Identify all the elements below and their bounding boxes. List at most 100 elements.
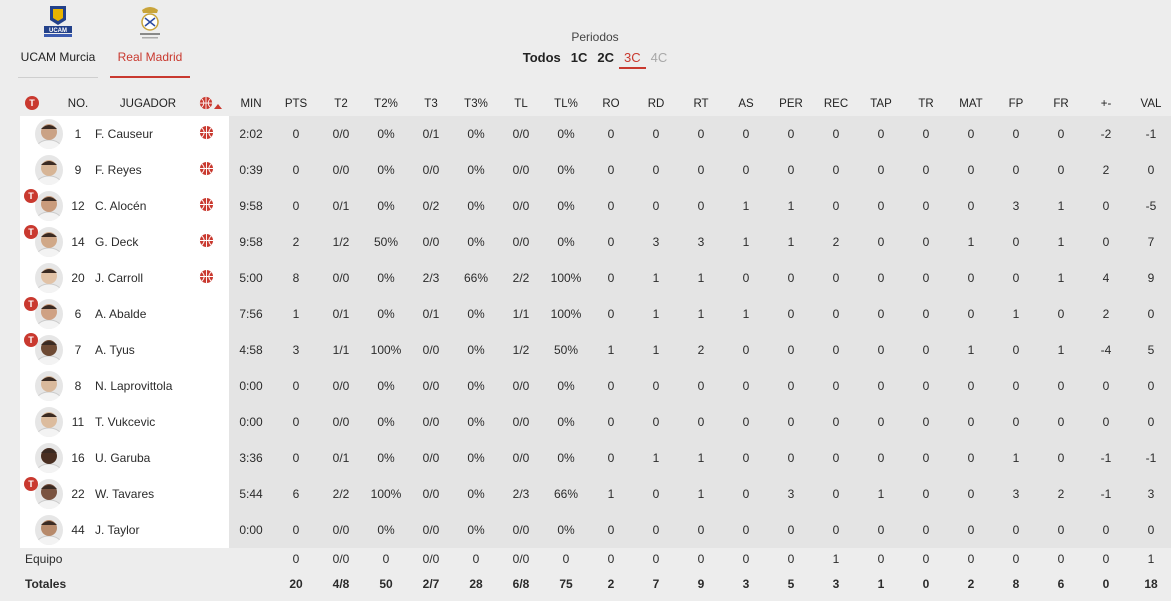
player-number: 14: [71, 235, 85, 249]
stat-cell: 0: [922, 127, 930, 141]
player-name[interactable]: J. Carroll: [95, 271, 144, 285]
stat-cell: 0: [607, 415, 615, 429]
stat-cell: 1/1: [512, 307, 530, 321]
stat-cell: 0: [742, 379, 750, 393]
column-header-val[interactable]: VAL: [1140, 98, 1162, 110]
player-name[interactable]: A. Tyus: [95, 343, 135, 357]
player-name[interactable]: T. Vukcevic: [95, 415, 156, 429]
column-header-tr[interactable]: TR: [918, 98, 934, 110]
period-tab-3c[interactable]: 3C: [619, 50, 646, 69]
stat-cell: 0/0: [332, 271, 350, 285]
column-header-rec[interactable]: REC: [823, 98, 849, 110]
table-row[interactable]: T 22 W. Tavares 5:44 6 2/2 100% 0/0 0% 2/3 66% 1 0 1 0…: [0, 476, 1171, 512]
column-header-no[interactable]: NO.: [67, 98, 89, 110]
column-header-t2[interactable]: T2: [334, 98, 348, 110]
stats-header: T NO. JUGADOR MIN PTS T2 T2% T3 T3% TL TL% RO RD RT AS…: [0, 94, 1171, 116]
player-name[interactable]: N. Laprovittola: [95, 379, 173, 393]
column-header-t2pct[interactable]: T2%: [374, 98, 398, 110]
period-tab-2c[interactable]: 2C: [597, 50, 615, 65]
stat-cell: 0: [922, 343, 930, 357]
stat-cell: 3: [292, 343, 300, 357]
column-header-as[interactable]: AS: [738, 98, 754, 110]
column-header-fp[interactable]: FP: [1008, 98, 1024, 110]
stat-cell: 0: [877, 415, 885, 429]
stat-cell: 5:00: [239, 271, 263, 285]
column-header-t3[interactable]: T3: [424, 98, 438, 110]
player-name[interactable]: G. Deck: [95, 235, 139, 249]
table-row[interactable]: 44 J. Taylor 0:00 0 0/0 0% 0/0 0% 0/0 0% 0 0 0 0 0 0 0 0 0…: [0, 512, 1171, 548]
period-tab-todos[interactable]: Todos: [522, 50, 561, 65]
column-header-tl[interactable]: TL: [514, 98, 528, 110]
totals-row: Totales 20 4/8 50 2/7 28 6/8 75 2 7 9 3 5 3 1 0 2 8 6 0 18: [0, 573, 1171, 597]
table-row[interactable]: T 6 A. Abalde 7:56 1 0/1 0% 0/1 0% 1/1 100% 0 1 1 1 0 0 0…: [0, 296, 1171, 332]
column-header-pts[interactable]: PTS: [284, 98, 308, 110]
player-name[interactable]: F. Reyes: [95, 163, 142, 177]
stat-cell: 0%: [377, 127, 395, 141]
sort-arrow-icon[interactable]: [214, 104, 222, 109]
player-name[interactable]: A. Abalde: [95, 307, 147, 321]
table-row[interactable]: T 7 A. Tyus 4:58 3 1/1 100% 0/0 0% 1/2 50% 1 1 2 0 0 0 0 0…: [0, 332, 1171, 368]
column-header-jugador[interactable]: JUGADOR: [119, 98, 177, 110]
stat-cell: 0: [967, 307, 975, 321]
table-row[interactable]: T 14 G. Deck 9:58 2 1/2 50% 0/0 0% 0/0 0% 0 3 3 1 1 2 0 0 1…: [0, 224, 1171, 260]
svg-text:UCAM: UCAM: [49, 28, 67, 34]
stat-cell: 0%: [467, 451, 485, 465]
stat-cell: 0: [922, 451, 930, 465]
stat-cell: 0%: [377, 307, 395, 321]
stat-cell: 0: [877, 127, 885, 141]
stat-cell: 0%: [377, 451, 395, 465]
column-header-pct[interactable]: +-: [1100, 98, 1112, 110]
column-header-ro[interactable]: RO: [602, 98, 620, 110]
column-header-tap[interactable]: TAP: [870, 98, 892, 110]
team-stat-cell: 0: [1057, 552, 1065, 566]
stat-cell: 0: [1057, 523, 1065, 537]
total-stat-cell: 1: [877, 577, 885, 591]
period-tab-1c[interactable]: 1C: [570, 50, 588, 65]
column-header-mat[interactable]: MAT: [959, 98, 983, 110]
team-row-label: Equipo: [25, 552, 63, 566]
periods-selector: Periodos Todos 1C 2C 3C 4C: [500, 30, 690, 69]
stat-cell: 0: [652, 163, 660, 177]
table-row[interactable]: 16 U. Garuba 3:36 0 0/1 0% 0/0 0% 0/0 0% 0 1 1 0 0 0 0 0 0…: [0, 440, 1171, 476]
stat-cell: 0: [1147, 379, 1155, 393]
table-row[interactable]: 1 F. Causeur 2:02 0 0/0 0% 0/1 0% 0/0 0% 0 0 0 0 0 0 0 0 0…: [0, 116, 1171, 152]
table-row[interactable]: 11 T. Vukcevic 0:00 0 0/0 0% 0/0 0% 0/0 0% 0 0 0 0 0 0 0…: [0, 404, 1171, 440]
table-row[interactable]: 9 F. Reyes 0:39 0 0/0 0% 0/0 0% 0/0 0% 0 0 0 0 0 0 0 0 0 0 0…: [0, 152, 1171, 188]
stat-cell: 0: [967, 487, 975, 501]
stat-cell: 0: [877, 451, 885, 465]
starter-t-icon: T: [24, 189, 38, 203]
total-stat-cell: 2: [967, 577, 975, 591]
team-tab-ucam-murcia[interactable]: UCAM UCAM Murcia: [18, 0, 98, 78]
stat-cell: 0%: [377, 415, 395, 429]
total-stat-cell: 3: [832, 577, 840, 591]
table-row[interactable]: T 12 C. Alocén 9:58 0 0/1 0% 0/2 0% 0/0 0% 0 0 0 1 1 0 0 0…: [0, 188, 1171, 224]
table-row[interactable]: 8 N. Laprovittola 0:00 0 0/0 0% 0/0 0% 0/0 0% 0 0 0 0…: [0, 368, 1171, 404]
player-name[interactable]: F. Causeur: [95, 127, 154, 141]
basketball-icon: [199, 125, 214, 140]
stat-cell: 1/1: [332, 343, 350, 357]
stat-cell: 0: [922, 379, 930, 393]
column-header-rd[interactable]: RD: [647, 98, 665, 110]
stat-cell: 7:56: [239, 307, 263, 321]
column-header-tlpct[interactable]: TL%: [554, 98, 578, 110]
player-name[interactable]: C. Alocén: [95, 199, 147, 213]
player-name[interactable]: U. Garuba: [95, 451, 151, 465]
column-header-rt[interactable]: RT: [693, 98, 709, 110]
stat-cell: 0: [967, 163, 975, 177]
stat-cell: -1: [1145, 451, 1157, 465]
period-tab-4c: 4C: [650, 50, 668, 65]
column-header-t3pct[interactable]: T3%: [464, 98, 488, 110]
column-header-fr[interactable]: FR: [1053, 98, 1069, 110]
team-tab-real-madrid[interactable]: Real Madrid: [110, 0, 190, 78]
stat-cell: 0%: [467, 307, 485, 321]
table-row[interactable]: 20 J. Carroll 5:00 8 0/0 0% 2/3 66% 2/2 100% 0 1 1 0 0…: [0, 260, 1171, 296]
stat-cell: 0: [832, 307, 840, 321]
player-name[interactable]: J. Taylor: [95, 523, 140, 537]
stat-cell: 0: [742, 451, 750, 465]
stat-cell: 0/0: [422, 523, 440, 537]
stat-cell: -1: [1100, 487, 1112, 501]
column-header-min[interactable]: MIN: [240, 98, 262, 110]
column-header-per[interactable]: PER: [779, 98, 803, 110]
stat-cell: 8: [292, 271, 300, 285]
player-name[interactable]: W. Tavares: [95, 487, 155, 501]
